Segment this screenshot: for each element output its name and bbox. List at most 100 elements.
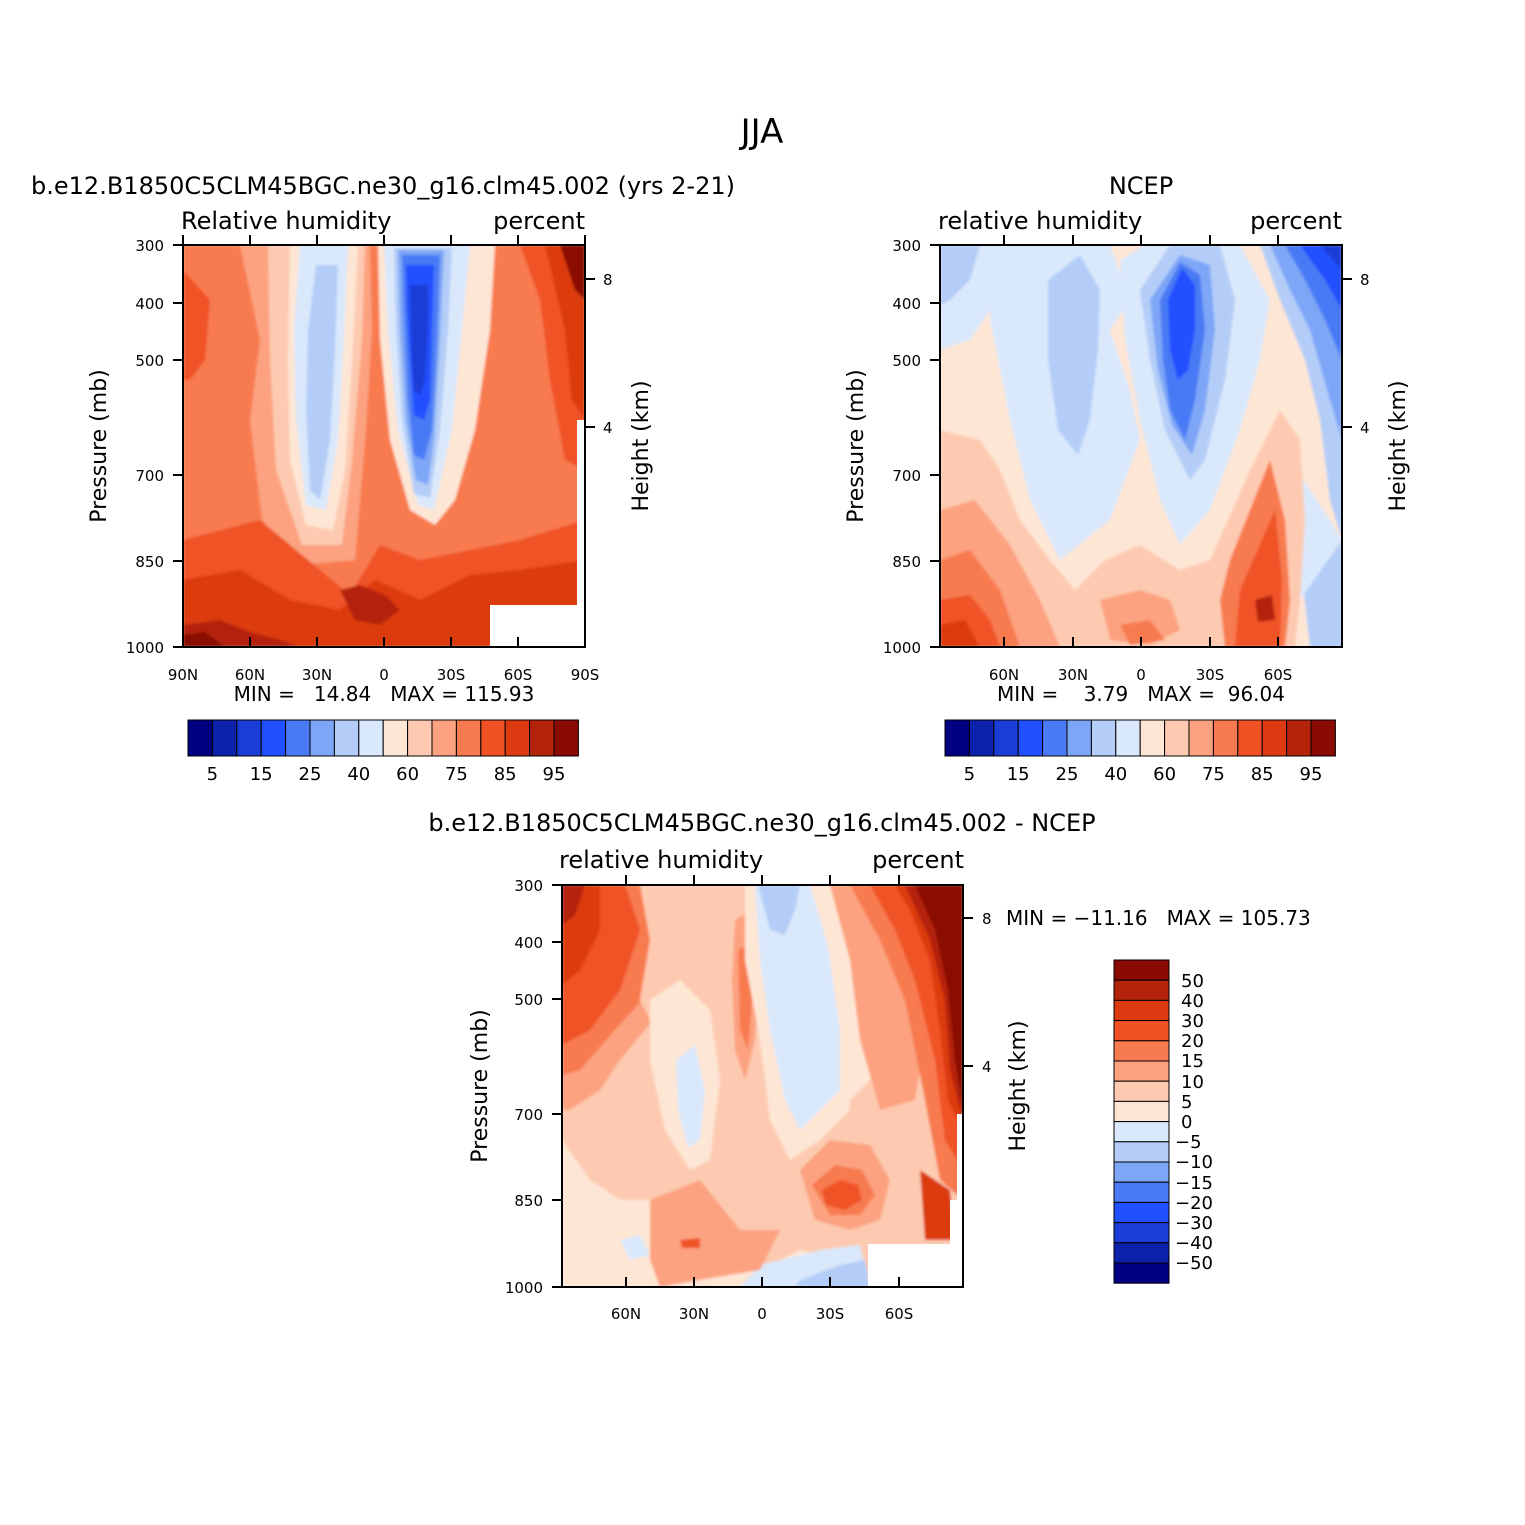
panel-diff-xticklabels: 60N 30N 0 30S 60S xyxy=(611,1305,913,1323)
colorbar-label: 95 xyxy=(1300,764,1323,785)
y-tick-label: 700 xyxy=(892,467,921,485)
colorbar-label: 15 xyxy=(1181,1051,1204,1072)
colorbar-label: −20 xyxy=(1175,1193,1213,1214)
y2-tick-label: 4 xyxy=(1360,419,1370,437)
x-tick-label: 0 xyxy=(1136,666,1146,684)
x-tick-label: 60S xyxy=(885,1305,914,1323)
y-tick-label: 500 xyxy=(892,352,921,370)
y2-tick-label: 8 xyxy=(603,271,613,289)
colorbar-label: 30 xyxy=(1181,1011,1204,1032)
panel-ncep-variable: relative humidity xyxy=(938,207,1142,235)
y-tick-label: 850 xyxy=(514,1192,543,1210)
y2-tick-label: 8 xyxy=(1360,271,1370,289)
y-tick-label: 1000 xyxy=(126,639,164,657)
panel-diff-ylabel: Pressure (mb) xyxy=(468,1009,493,1163)
panel-model-title: b.e12.B1850C5CLM45BGC.ne30_g16.clm45.002… xyxy=(31,172,735,200)
x-tick-label: 60N xyxy=(235,666,265,684)
panel-model-colorbar: 5 15 25 40 60 75 85 95 xyxy=(187,719,579,785)
colorbar-label: 40 xyxy=(1181,991,1204,1012)
x-tick-label: 90N xyxy=(168,666,198,684)
x-tick-label: 0 xyxy=(379,666,389,684)
panel-model-ylabel: Pressure (mb) xyxy=(87,369,112,523)
panel-diff-title: b.e12.B1850C5CLM45BGC.ne30_g16.clm45.002… xyxy=(428,809,1095,837)
y-tick-label: 1000 xyxy=(883,639,921,657)
y2-tick-label: 8 xyxy=(982,910,992,928)
panel-model-units: percent xyxy=(493,207,585,235)
colorbar-label: 75 xyxy=(1202,764,1225,785)
colorbar-label: 60 xyxy=(396,764,419,785)
panel-diff-plot xyxy=(562,885,963,1287)
panel-model-xticklabels: 90N 60N 30N 0 30S 60S 90S xyxy=(168,666,599,684)
panel-ncep-axes xyxy=(930,235,1352,648)
panel-diff-colorbar: 50 40 30 20 15 10 5 0 −5 −10 −15 −20 −30… xyxy=(1113,959,1213,1284)
colorbar-label: 5 xyxy=(964,764,975,785)
y2-tick-label: 4 xyxy=(982,1058,992,1076)
y-tick-label: 500 xyxy=(135,352,164,370)
panel-diff-variable: relative humidity xyxy=(559,846,763,874)
y-tick-label: 850 xyxy=(892,553,921,571)
colorbar-label: 40 xyxy=(347,764,370,785)
y-tick-label: 300 xyxy=(514,877,543,895)
colorbar-label: 95 xyxy=(543,764,566,785)
x-tick-label: 60S xyxy=(504,666,533,684)
x-tick-label: 90S xyxy=(571,666,600,684)
x-tick-label: 30S xyxy=(437,666,466,684)
x-tick-label: 30S xyxy=(816,1305,845,1323)
y-tick-label: 700 xyxy=(135,467,164,485)
panel-diff-axes xyxy=(552,875,973,1288)
colorbar-label: 0 xyxy=(1181,1112,1192,1133)
colorbar-label: 5 xyxy=(1181,1092,1192,1113)
colorbar-label: −10 xyxy=(1175,1152,1213,1173)
x-tick-label: 30S xyxy=(1196,666,1225,684)
y-tick-label: 500 xyxy=(514,991,543,1009)
panel-ncep-colorbar: 5 15 25 40 60 75 85 95 xyxy=(944,719,1336,785)
colorbar-label: 10 xyxy=(1181,1072,1204,1093)
colorbar-label: −30 xyxy=(1175,1213,1213,1234)
panel-diff: b.e12.B1850C5CLM45BGC.ne30_g16.clm45.002… xyxy=(428,809,1310,1323)
x-tick-label: 30N xyxy=(679,1305,709,1323)
panel-model: b.e12.B1850C5CLM45BGC.ne30_g16.clm45.002… xyxy=(31,172,735,785)
x-tick-label: 30N xyxy=(1058,666,1088,684)
panel-model-plot xyxy=(183,245,585,647)
colorbar-label: 20 xyxy=(1181,1031,1204,1052)
panel-diff-yticklabels: 300 400 500 700 850 1000 8 4 xyxy=(505,877,992,1297)
panel-diff-y2label: Height (km) xyxy=(1006,1020,1031,1151)
colorbar-label: −40 xyxy=(1175,1233,1213,1254)
panel-ncep-minmax: MIN = 3.79 MAX = 96.04 xyxy=(997,682,1285,706)
panel-ncep-ylabel: Pressure (mb) xyxy=(844,369,869,523)
panel-ncep-plot xyxy=(940,245,1342,647)
panel-ncep-yticklabels: 300 400 500 700 850 1000 8 4 xyxy=(883,237,1370,657)
panel-diff-minmax: MIN = −11.16 MAX = 105.73 xyxy=(1006,906,1311,930)
x-tick-label: 60N xyxy=(611,1305,641,1323)
colorbar-label: −50 xyxy=(1175,1253,1213,1274)
panel-ncep: NCEP relative humidity percent xyxy=(844,172,1411,785)
colorbar-label: 25 xyxy=(1056,764,1079,785)
panel-model-minmax: MIN = 14.84 MAX = 115.93 xyxy=(234,682,535,706)
panel-model-axes xyxy=(173,235,595,648)
y-tick-label: 300 xyxy=(892,237,921,255)
colorbar-label: 25 xyxy=(299,764,322,785)
panel-model-y2label: Height (km) xyxy=(629,380,654,511)
panel-ncep-title: NCEP xyxy=(1109,172,1173,200)
y-tick-label: 400 xyxy=(514,934,543,952)
colorbar-label: 5 xyxy=(207,764,218,785)
x-tick-label: 60S xyxy=(1264,666,1293,684)
y-tick-label: 850 xyxy=(135,553,164,571)
colorbar-label: 85 xyxy=(1251,764,1274,785)
colorbar-label: −5 xyxy=(1175,1132,1202,1153)
panel-model-variable: Relative humidity xyxy=(181,207,391,235)
x-tick-label: 30N xyxy=(302,666,332,684)
y-tick-label: 400 xyxy=(135,295,164,313)
colorbar-label: 40 xyxy=(1104,764,1127,785)
colorbar-label: 75 xyxy=(445,764,468,785)
y-tick-label: 300 xyxy=(135,237,164,255)
y-tick-label: 1000 xyxy=(505,1279,543,1297)
x-tick-label: 60N xyxy=(989,666,1019,684)
colorbar-label: −15 xyxy=(1175,1173,1213,1194)
colorbar-label: 85 xyxy=(494,764,517,785)
panel-ncep-xticklabels: 60N 30N 0 30S 60S xyxy=(989,666,1292,684)
y-tick-label: 400 xyxy=(892,295,921,313)
panel-diff-units: percent xyxy=(872,846,964,874)
y2-tick-label: 4 xyxy=(603,419,613,437)
